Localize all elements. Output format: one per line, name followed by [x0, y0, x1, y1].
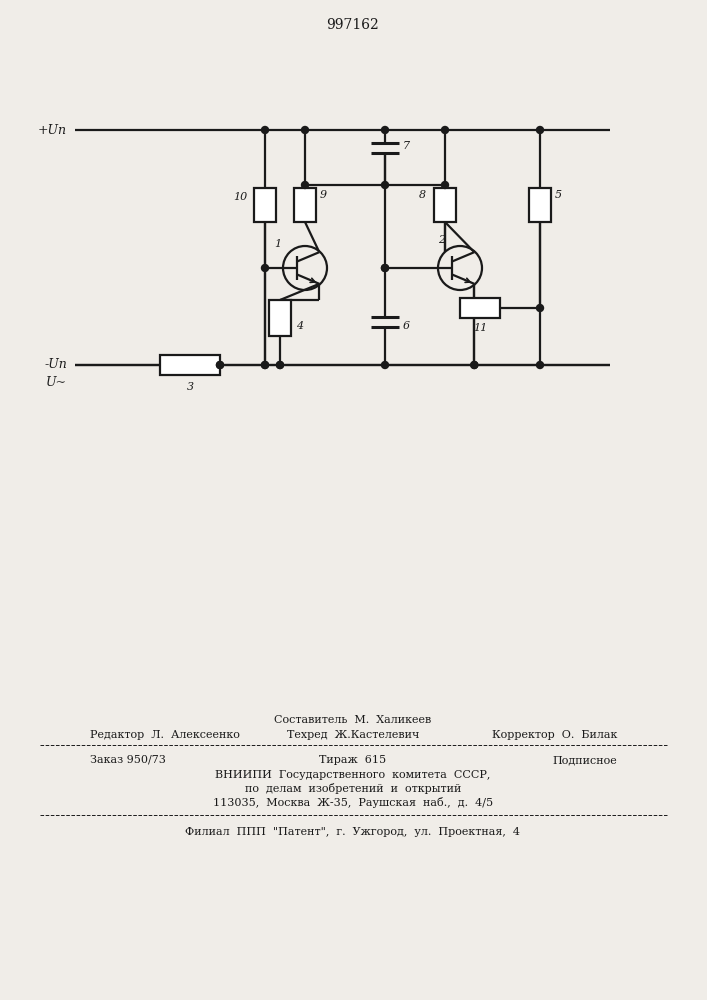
Circle shape: [537, 361, 544, 368]
Bar: [434, 188, 456, 222]
Text: Тираж  615: Тираж 615: [320, 755, 387, 765]
Circle shape: [441, 126, 448, 133]
Circle shape: [441, 182, 448, 188]
Text: 4: 4: [296, 321, 303, 331]
Bar: [294, 188, 316, 222]
Text: 7: 7: [403, 141, 410, 151]
Text: Редактор  Л.  Алексеенко: Редактор Л. Алексеенко: [90, 730, 240, 740]
Text: 2: 2: [438, 235, 445, 245]
Text: по  делам  изобретений  и  открытий: по делам изобретений и открытий: [245, 784, 461, 794]
Circle shape: [216, 361, 223, 368]
Circle shape: [382, 126, 389, 133]
Text: 10: 10: [233, 192, 247, 202]
Text: 9: 9: [320, 190, 327, 200]
Text: -Un: -Un: [45, 359, 67, 371]
Text: ВНИИПИ  Государственного  комитета  СССР,: ВНИИПИ Государственного комитета СССР,: [216, 770, 491, 780]
Bar: [460, 298, 500, 318]
Circle shape: [276, 361, 284, 368]
Text: 997162: 997162: [327, 18, 380, 32]
Circle shape: [471, 361, 478, 368]
Circle shape: [537, 126, 544, 133]
Circle shape: [382, 264, 389, 271]
Circle shape: [216, 361, 223, 368]
Bar: [160, 355, 220, 375]
Text: 113035,  Москва  Ж-35,  Раушская  наб.,  д.  4/5: 113035, Москва Ж-35, Раушская наб., д. 4…: [213, 798, 493, 808]
Text: Корректор  О.  Билак: Корректор О. Билак: [491, 730, 617, 740]
Bar: [254, 188, 276, 222]
Circle shape: [471, 361, 478, 368]
Text: 5: 5: [555, 190, 562, 200]
Text: Подписное: Подписное: [552, 755, 617, 765]
Circle shape: [262, 264, 269, 271]
Text: 1: 1: [274, 239, 281, 249]
Circle shape: [262, 361, 269, 368]
Bar: [269, 300, 291, 336]
Circle shape: [301, 126, 308, 133]
Text: +Un: +Un: [38, 123, 67, 136]
Text: Составитель  М.  Халикеев: Составитель М. Халикеев: [274, 715, 432, 725]
Circle shape: [262, 361, 269, 368]
Circle shape: [382, 361, 389, 368]
Circle shape: [382, 264, 389, 271]
Text: U~: U~: [46, 376, 67, 389]
Circle shape: [262, 126, 269, 133]
Text: Техред  Ж.Кастелевич: Техред Ж.Кастелевич: [287, 730, 419, 740]
Circle shape: [276, 361, 284, 368]
Text: Филиал  ППП  "Патент",  г.  Ужгород,  ул.  Проектная,  4: Филиал ППП "Патент", г. Ужгород, ул. Про…: [185, 827, 520, 837]
Text: 3: 3: [187, 382, 194, 392]
Circle shape: [537, 304, 544, 312]
Text: Заказ 950/73: Заказ 950/73: [90, 755, 166, 765]
Text: 8: 8: [419, 190, 426, 200]
Circle shape: [382, 182, 389, 188]
Circle shape: [301, 182, 308, 188]
Bar: [529, 188, 551, 222]
Text: 11: 11: [473, 323, 487, 333]
Text: 6: 6: [403, 321, 410, 331]
